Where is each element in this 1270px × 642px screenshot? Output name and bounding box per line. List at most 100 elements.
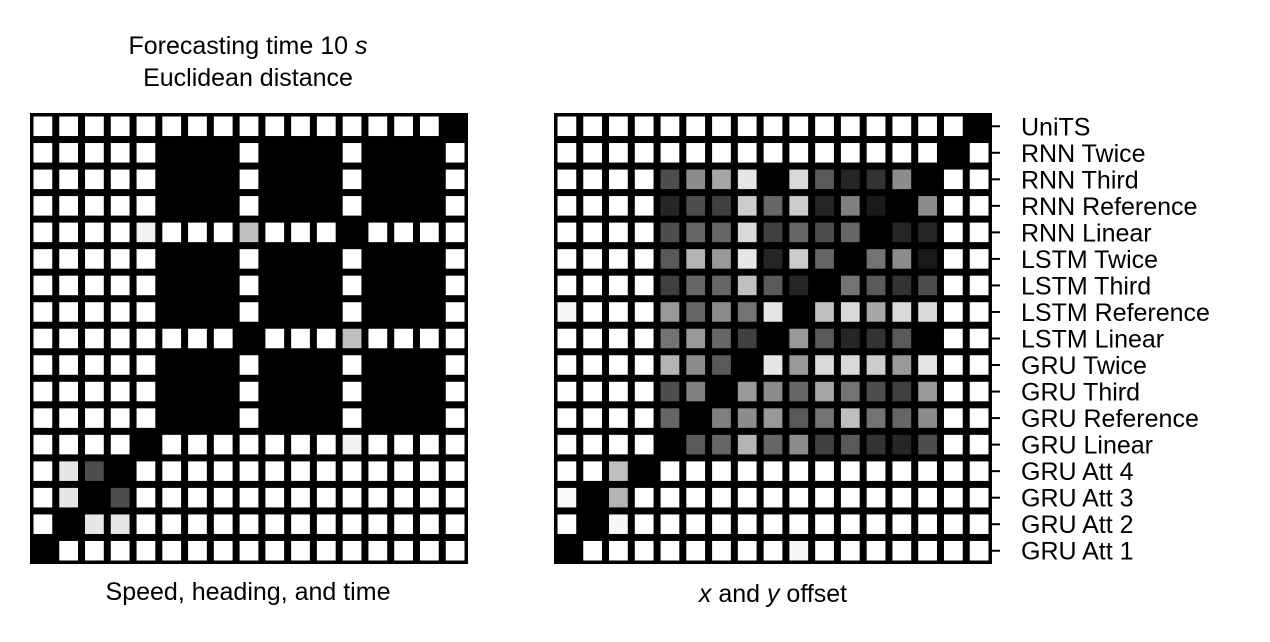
row-label: LSTM Third [1021, 272, 1151, 300]
heatmap-cell [660, 514, 680, 534]
heatmap-cell [660, 196, 680, 216]
left-xlabel: Speed, heading, and time [106, 578, 391, 606]
heatmap-cell [557, 461, 577, 481]
right-xlabel: x and y offset [698, 580, 847, 608]
heatmap-cell [815, 275, 834, 296]
heatmap-cell [840, 514, 860, 534]
heatmap-cell [110, 514, 130, 534]
heatmap-cell [445, 355, 465, 375]
heatmap-cell [943, 381, 963, 402]
heatmap-cell [789, 328, 809, 349]
heatmap-cell [686, 355, 706, 375]
heatmap-cell [866, 196, 886, 216]
heatmap-cell [85, 408, 104, 428]
heatmap-cell [969, 514, 989, 534]
heatmap-cell [815, 328, 834, 349]
heatmap-cell [239, 514, 259, 534]
heatmap-cell [737, 196, 757, 216]
heatmap-cell [866, 461, 886, 481]
heatmap-cell [110, 275, 130, 296]
heatmap-cell [291, 461, 310, 481]
heatmap-cell [840, 434, 860, 455]
heatmap-cell [162, 328, 182, 349]
heatmap-cell [85, 461, 104, 481]
heatmap-cell [969, 302, 989, 322]
heatmap-cell [188, 408, 207, 428]
heatmap-cell [815, 381, 834, 402]
heatmap-cell [815, 249, 834, 269]
heatmap-cell [445, 408, 465, 428]
heatmap-cell [85, 249, 104, 269]
heatmap-cell [342, 461, 362, 481]
heatmap-cell [59, 302, 79, 322]
heatmap-cell [660, 487, 680, 508]
row-label: GRU Twice [1021, 352, 1147, 380]
heatmap-cell [110, 487, 130, 508]
heatmap-cell [162, 169, 182, 190]
heatmap-cell [918, 487, 937, 508]
heatmap-cell [634, 249, 654, 269]
heatmap-cell [866, 487, 886, 508]
heatmap-cell [342, 408, 362, 428]
heatmap-cell [33, 355, 53, 375]
heatmap-cell [110, 116, 130, 137]
heatmap-cell [763, 355, 783, 375]
heatmap-cell [737, 169, 757, 190]
heatmap-cell [188, 461, 207, 481]
heatmap-cell [789, 487, 809, 508]
heatmap-cell [712, 328, 731, 349]
heatmap-cell [789, 434, 809, 455]
heatmap-cell [866, 408, 886, 428]
heatmap-cell [368, 328, 388, 349]
heatmap-cell [342, 249, 362, 269]
heatmap-cell [419, 461, 439, 481]
heatmap-cell [660, 540, 680, 561]
heatmap-cell [609, 275, 628, 296]
heatmap-cell [368, 196, 388, 216]
heatmap-cell [686, 169, 706, 190]
heatmap-cell [815, 408, 834, 428]
heatmap-cell [239, 487, 259, 508]
heatmap-cell [840, 461, 860, 481]
heatmap-cell [840, 328, 860, 349]
heatmap-cell [394, 514, 413, 534]
heatmap-cell [291, 487, 310, 508]
heatmap-cell [660, 381, 680, 402]
row-label: GRU Att 3 [1021, 485, 1134, 513]
heatmap-cell [789, 540, 809, 561]
heatmap-cell [712, 169, 731, 190]
right-xlabel-suffix: offset [779, 580, 847, 608]
heatmap-cell [660, 222, 680, 243]
heatmap-cell [33, 222, 53, 243]
heatmap-cell [291, 514, 310, 534]
heatmap-cell [213, 355, 233, 375]
heatmap-cell [33, 487, 53, 508]
heatmap-cell [394, 540, 413, 561]
heatmap-cell [609, 381, 628, 402]
heatmap-cell [918, 116, 937, 137]
heatmap-cell [368, 461, 388, 481]
heatmap-cell [969, 487, 989, 508]
heatmap-cell [188, 302, 207, 322]
heatmap-cell [239, 169, 259, 190]
heatmap-cell [136, 302, 156, 322]
heatmap-cell [239, 355, 259, 375]
row-label: LSTM Reference [1021, 299, 1210, 327]
heatmap-cell [789, 169, 809, 190]
heatmap-cell [394, 143, 413, 163]
heatmap-cell [557, 196, 577, 216]
heatmap-cell [445, 514, 465, 534]
heatmap-cell [342, 116, 362, 137]
heatmap-cell [33, 249, 53, 269]
heatmap-cell [866, 275, 886, 296]
heatmap-cell [342, 514, 362, 534]
heatmap-cell [291, 143, 310, 163]
heatmap-cell [969, 434, 989, 455]
heatmap-cell [316, 461, 336, 481]
heatmap-cell [419, 275, 439, 296]
heatmap-cell [316, 408, 336, 428]
heatmap-cell [866, 434, 886, 455]
heatmap-cell [316, 381, 336, 402]
heatmap-cell [265, 514, 285, 534]
heatmap-cell [763, 434, 783, 455]
